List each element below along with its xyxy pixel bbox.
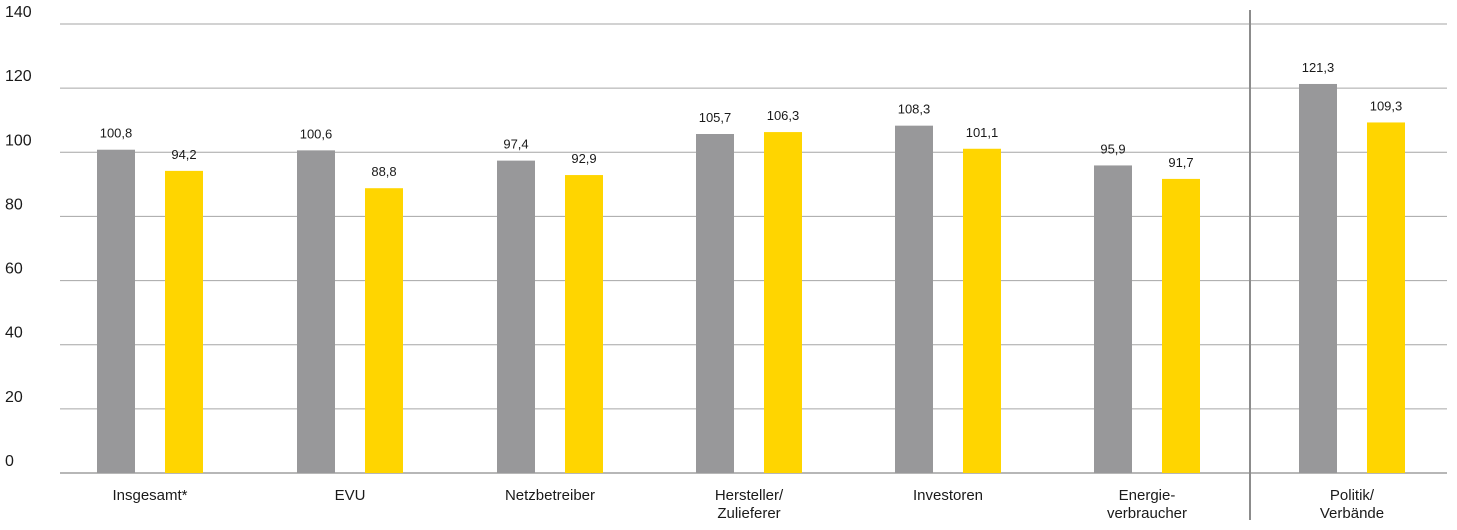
data-label: 92,9 (571, 151, 596, 166)
y-tick-label: 0 (5, 453, 14, 470)
x-tick-label: Politik/Verbände (1320, 487, 1384, 522)
x-tick-label: Hersteller/Zulieferer (715, 487, 784, 522)
data-label: 106,3 (767, 108, 800, 123)
x-tick-line: Netzbetreiber (505, 487, 595, 504)
x-tick-label: Netzbetreiber (505, 487, 595, 504)
bar-yellow-4 (963, 148, 1001, 473)
y-tick-label: 40 (5, 325, 23, 342)
x-tick-line: Insgesamt* (112, 487, 187, 504)
x-tick-line: Verbände (1320, 505, 1384, 522)
x-tick-label: Energie-verbraucher (1107, 487, 1187, 522)
bar-yellow-5 (1162, 178, 1200, 473)
y-tick-label: 20 (5, 389, 23, 406)
data-label: 91,7 (1168, 155, 1193, 170)
y-tick-label: 80 (5, 196, 23, 213)
data-label: 100,8 (100, 126, 133, 141)
x-tick-line: Zulieferer (717, 505, 780, 522)
bars-layer (97, 83, 1405, 474)
bar-yellow-1 (365, 188, 403, 473)
x-tick-label: EVU (335, 487, 366, 504)
bar-yellow-0 (165, 170, 203, 473)
data-label: 108,3 (898, 102, 931, 117)
y-axis-ticks: 0 20 40 60 80 100 120 140 (5, 4, 32, 470)
bar-yellow-3 (764, 132, 802, 473)
bar-grey-0 (97, 149, 135, 473)
x-tick-line: Investoren (913, 487, 983, 504)
data-label: 88,8 (371, 164, 396, 179)
grid-layer (60, 10, 1447, 520)
x-tick-label: Insgesamt* (112, 487, 187, 504)
x-tick-line: Hersteller/ (715, 487, 784, 504)
y-tick-label: 60 (5, 261, 23, 278)
data-labels-layer: 100,8 100,6 97,4 105,7 108,3 95,9 121,3 94,2 88,… (100, 60, 1403, 179)
x-tick-line: Energie- (1119, 487, 1176, 504)
y-tick-label: 100 (5, 132, 32, 149)
bar-grey-1 (297, 150, 335, 473)
data-label: 121,3 (1302, 60, 1335, 75)
bar-grey-5 (1094, 165, 1132, 473)
data-label: 109,3 (1370, 98, 1403, 113)
y-tick-label: 140 (5, 4, 32, 21)
y-tick-label: 120 (5, 68, 32, 85)
x-tick-label: Investoren (913, 487, 983, 504)
bar-grey-3 (696, 134, 734, 473)
x-tick-line: Politik/ (1330, 487, 1375, 504)
bar-grey-6 (1299, 83, 1337, 473)
x-axis-ticks: Insgesamt* EVU Netzbetreiber Hersteller/Zul… (112, 487, 1384, 522)
data-label: 105,7 (699, 110, 732, 125)
x-tick-line: verbraucher (1107, 505, 1187, 522)
bar-yellow-2 (565, 175, 603, 473)
data-label: 100,6 (300, 126, 333, 141)
data-label: 97,4 (503, 137, 528, 152)
bar-grey-4 (895, 125, 933, 473)
x-tick-line: EVU (335, 487, 366, 504)
bar-yellow-6 (1367, 122, 1405, 473)
data-label: 94,2 (171, 147, 196, 162)
bar-grey-2 (497, 160, 535, 474)
data-label: 101,1 (966, 125, 999, 140)
data-label: 95,9 (1100, 141, 1125, 156)
